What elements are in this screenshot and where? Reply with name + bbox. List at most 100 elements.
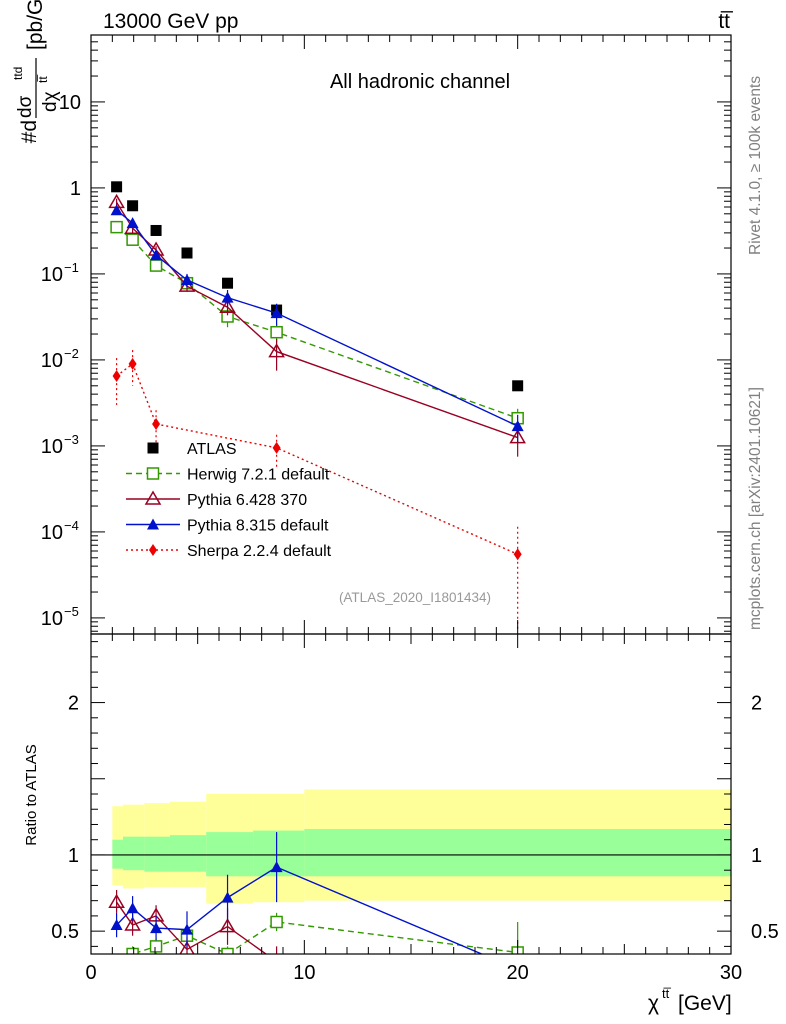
main-point <box>219 298 236 313</box>
main-point <box>270 307 283 319</box>
main-point <box>512 380 524 392</box>
ratio-point <box>126 902 139 914</box>
tick-exponent: −2 <box>64 346 79 361</box>
ratio-band-layer <box>91 789 731 904</box>
main-y-tick-label: 10 −5 <box>41 604 79 630</box>
main-point <box>126 233 139 246</box>
main-series-layer <box>108 181 526 632</box>
ratio-point <box>150 922 163 934</box>
ratio-axes: 0.5 0.51 12 20 10 20 30 <box>51 634 779 984</box>
main-y-tick-label: 10 −4 <box>41 518 79 544</box>
tick-base: 10 <box>41 436 63 458</box>
ratio-y-tick-label: 2 <box>68 693 79 715</box>
legend-marker <box>146 467 160 480</box>
ratio-y-tick-label: 0.5 <box>51 921 79 943</box>
ratio-point <box>108 893 125 908</box>
main-point <box>110 204 123 216</box>
main-point <box>511 420 524 432</box>
main-series-sherpa-2-2-4-default <box>112 350 522 632</box>
main-point <box>181 273 193 285</box>
energy-label: 13000 GeV pp <box>103 10 238 33</box>
legend-item-sherpa-2-2-4-default: Sherpa 2.2.4 default <box>126 543 332 560</box>
ratio-y-axis-label: Ratio to ATLAS <box>23 744 40 845</box>
tick-exponent: −1 <box>64 260 79 275</box>
main-point <box>152 417 161 430</box>
main-point <box>110 220 123 234</box>
main-line-herwig-7-2-1-default <box>116 226 518 419</box>
legend-item-pythia-8-315-default: Pythia 8.315 default <box>126 518 329 535</box>
main-series-pythia-6-428-370 <box>108 193 526 457</box>
main-point <box>150 249 163 261</box>
ratio-band-inner <box>206 832 254 877</box>
main-line-pythia-6-428-370 <box>116 201 518 439</box>
legend-marker <box>144 490 162 505</box>
main-point <box>149 259 163 272</box>
main-line-pythia-8-315-default <box>116 209 518 427</box>
ratio-series-layer <box>108 832 524 954</box>
tick-base: 1 <box>70 178 81 200</box>
main-point <box>270 325 283 339</box>
x-tick-label: 0 <box>85 962 96 984</box>
tick-base: 10 <box>59 92 81 114</box>
main-point <box>222 277 234 289</box>
ratio-line-herwig-7-2-1-default <box>130 921 518 954</box>
main-y-tick-label: 10 <box>59 92 81 114</box>
tick-base: 10 <box>41 264 63 286</box>
legend-marker <box>147 442 159 454</box>
main-y-tick-label: 10 −2 <box>41 346 79 372</box>
source-label: mcplots.cern.ch [arXiv:2401.10621] <box>747 387 764 630</box>
tick-base: 10 <box>41 522 63 544</box>
ratio-line-pythia-6-428-370 <box>116 901 268 954</box>
main-y-tick-label: 1 <box>70 178 81 200</box>
main-point <box>181 247 193 259</box>
main-series-pythia-8-315-default <box>110 204 524 443</box>
y-label-denominator: dχ <box>40 91 61 112</box>
main-point <box>221 291 234 303</box>
ratio-y-tick-label-right: 0.5 <box>751 921 779 943</box>
y-label-unit: [pb/GeV] <box>24 0 47 50</box>
ratio-band-inner <box>144 836 170 872</box>
legend-marker <box>149 544 157 556</box>
main-y-tick-label: 10 −1 <box>41 260 79 286</box>
tick-base: 10 <box>41 350 63 372</box>
ratio-point <box>110 919 123 931</box>
ratio-point <box>124 916 141 931</box>
main-series-atlas <box>111 181 524 392</box>
ratio-point <box>221 947 234 954</box>
main-point <box>178 277 196 292</box>
main-point <box>150 224 162 236</box>
ratio-point <box>179 940 195 954</box>
legend-item-pythia-6-428-370: Pythia 6.428 370 <box>126 490 307 509</box>
tick-exponent: −5 <box>64 604 79 619</box>
x-label-base: χ <box>648 992 659 1015</box>
main-line-sherpa-2-2-4-default <box>116 362 518 555</box>
tick-exponent: −3 <box>64 432 79 447</box>
main-y-axis-label: #d dσ ttd dχ tt̅ [pb/GeV] <box>11 0 61 143</box>
x-tick-label: 10 <box>293 962 315 984</box>
main-point <box>268 343 285 358</box>
ratio-series-pythia-8-315-default <box>110 832 484 954</box>
legend-item-atlas: ATLAS <box>147 441 237 458</box>
ratio-band-inner <box>304 829 731 877</box>
ratio-point <box>221 891 234 903</box>
main-point <box>126 217 139 229</box>
legend-label: Pythia 8.315 default <box>187 518 329 535</box>
x-label-unit: [GeV] <box>678 992 732 1015</box>
main-point <box>509 429 526 444</box>
x-label-sup: tt̅ <box>662 986 671 1001</box>
y-label-denominator-sup: tt̅ <box>36 74 50 83</box>
main-point <box>128 357 137 370</box>
main-point <box>513 548 522 561</box>
x-tick-label: 30 <box>720 962 742 984</box>
main-point <box>272 441 281 454</box>
process-label: tt̅ <box>718 10 734 33</box>
ratio-point <box>270 861 283 873</box>
tick-exponent: −4 <box>64 518 79 533</box>
legend-label: Sherpa 2.2.4 default <box>187 543 332 560</box>
ratio-point <box>270 915 283 929</box>
main-point <box>127 200 139 212</box>
y-label-prefix: #d <box>18 120 41 143</box>
legend-label: Pythia 6.428 370 <box>187 492 307 509</box>
